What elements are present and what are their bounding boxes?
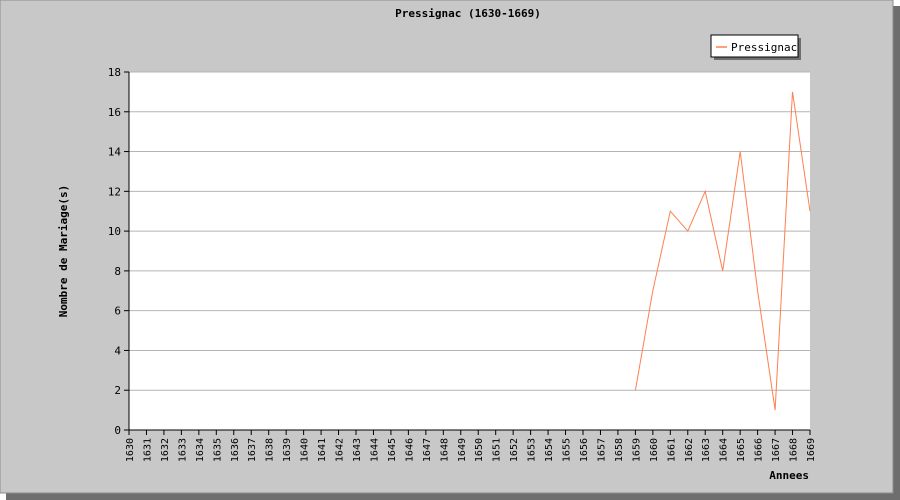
y-tick-label: 4 [114, 344, 121, 357]
x-tick-label: 1639 [282, 438, 293, 462]
grid-lines [129, 71, 810, 391]
x-tick-label: 1631 [142, 438, 153, 462]
y-axis-ticks: 0 2 4 6 8 10 12 14 16 18 [108, 66, 129, 437]
y-tick-label: 2 [114, 384, 121, 397]
x-tick-label: 1654 [544, 438, 555, 462]
series-line [634, 91, 811, 411]
y-tick-label: 10 [108, 225, 121, 238]
x-tick-label: 1669 [806, 438, 817, 462]
x-tick-label: 1642 [335, 438, 346, 462]
x-tick-label: 1660 [649, 438, 660, 462]
plot-area [129, 72, 810, 430]
x-tick-label: 1633 [177, 438, 188, 462]
x-tick-label: 1644 [369, 438, 380, 462]
chart-title: Pressignac (1630-1669) [395, 7, 541, 20]
x-tick-label: 1648 [439, 438, 450, 462]
x-tick-label: 1651 [492, 438, 503, 462]
x-tick-label: 1657 [596, 438, 607, 462]
series-pressignac [634, 91, 811, 411]
x-tick-label: 1661 [666, 438, 677, 462]
x-tick-label: 1632 [160, 438, 171, 462]
y-tick-label: 14 [108, 146, 122, 159]
y-tick-label: 6 [114, 305, 121, 318]
x-tick-label: 1636 [230, 438, 241, 462]
x-tick-label: 1663 [701, 438, 712, 462]
x-axis-label: Annees [769, 469, 809, 482]
x-tick-label: 1646 [404, 438, 415, 462]
x-tick-label: 1649 [457, 438, 468, 462]
x-tick-label: 1656 [579, 438, 590, 462]
x-tick-label: 1634 [195, 438, 206, 462]
y-axis-label: Nombre de Mariage(s) [57, 185, 70, 317]
legend: Pressignac [710, 34, 801, 60]
x-tick-label: 1638 [265, 438, 276, 462]
x-tick-label: 1645 [387, 438, 398, 462]
x-tick-label: 1664 [719, 438, 730, 462]
legend-box [710, 34, 799, 58]
x-tick-label: 1630 [125, 438, 136, 462]
y-tick-label: 0 [114, 424, 121, 437]
x-tick-label: 1640 [300, 438, 311, 462]
y-tick-label: 12 [108, 185, 121, 198]
x-tick-label: 1650 [474, 438, 485, 462]
legend-label: Pressignac [731, 41, 797, 54]
x-tick-label: 1653 [527, 438, 538, 462]
x-tick-label: 1635 [212, 438, 223, 462]
x-tick-label: 1668 [789, 438, 800, 462]
x-tick-label: 1666 [754, 438, 765, 462]
x-axis-ticks: 1630 1631 1632 1633 1634 1635 1636 1637 1638 1639… [125, 430, 817, 462]
x-tick-label: 1659 [631, 438, 642, 462]
x-tick-label: 1655 [562, 438, 573, 462]
x-tick-label: 1652 [509, 438, 520, 462]
x-tick-label: 1647 [422, 438, 433, 462]
y-tick-label: 8 [114, 265, 121, 278]
x-tick-label: 1658 [614, 438, 625, 462]
y-tick-label: 16 [108, 106, 121, 119]
y-tick-label: 18 [108, 66, 121, 79]
x-tick-label: 1643 [352, 438, 363, 462]
x-tick-label: 1662 [684, 438, 695, 462]
x-tick-label: 1637 [247, 438, 258, 462]
series-layer [634, 91, 811, 411]
x-tick-label: 1665 [736, 438, 747, 462]
x-tick-label: 1667 [771, 438, 782, 462]
x-tick-label: 1641 [317, 438, 328, 462]
